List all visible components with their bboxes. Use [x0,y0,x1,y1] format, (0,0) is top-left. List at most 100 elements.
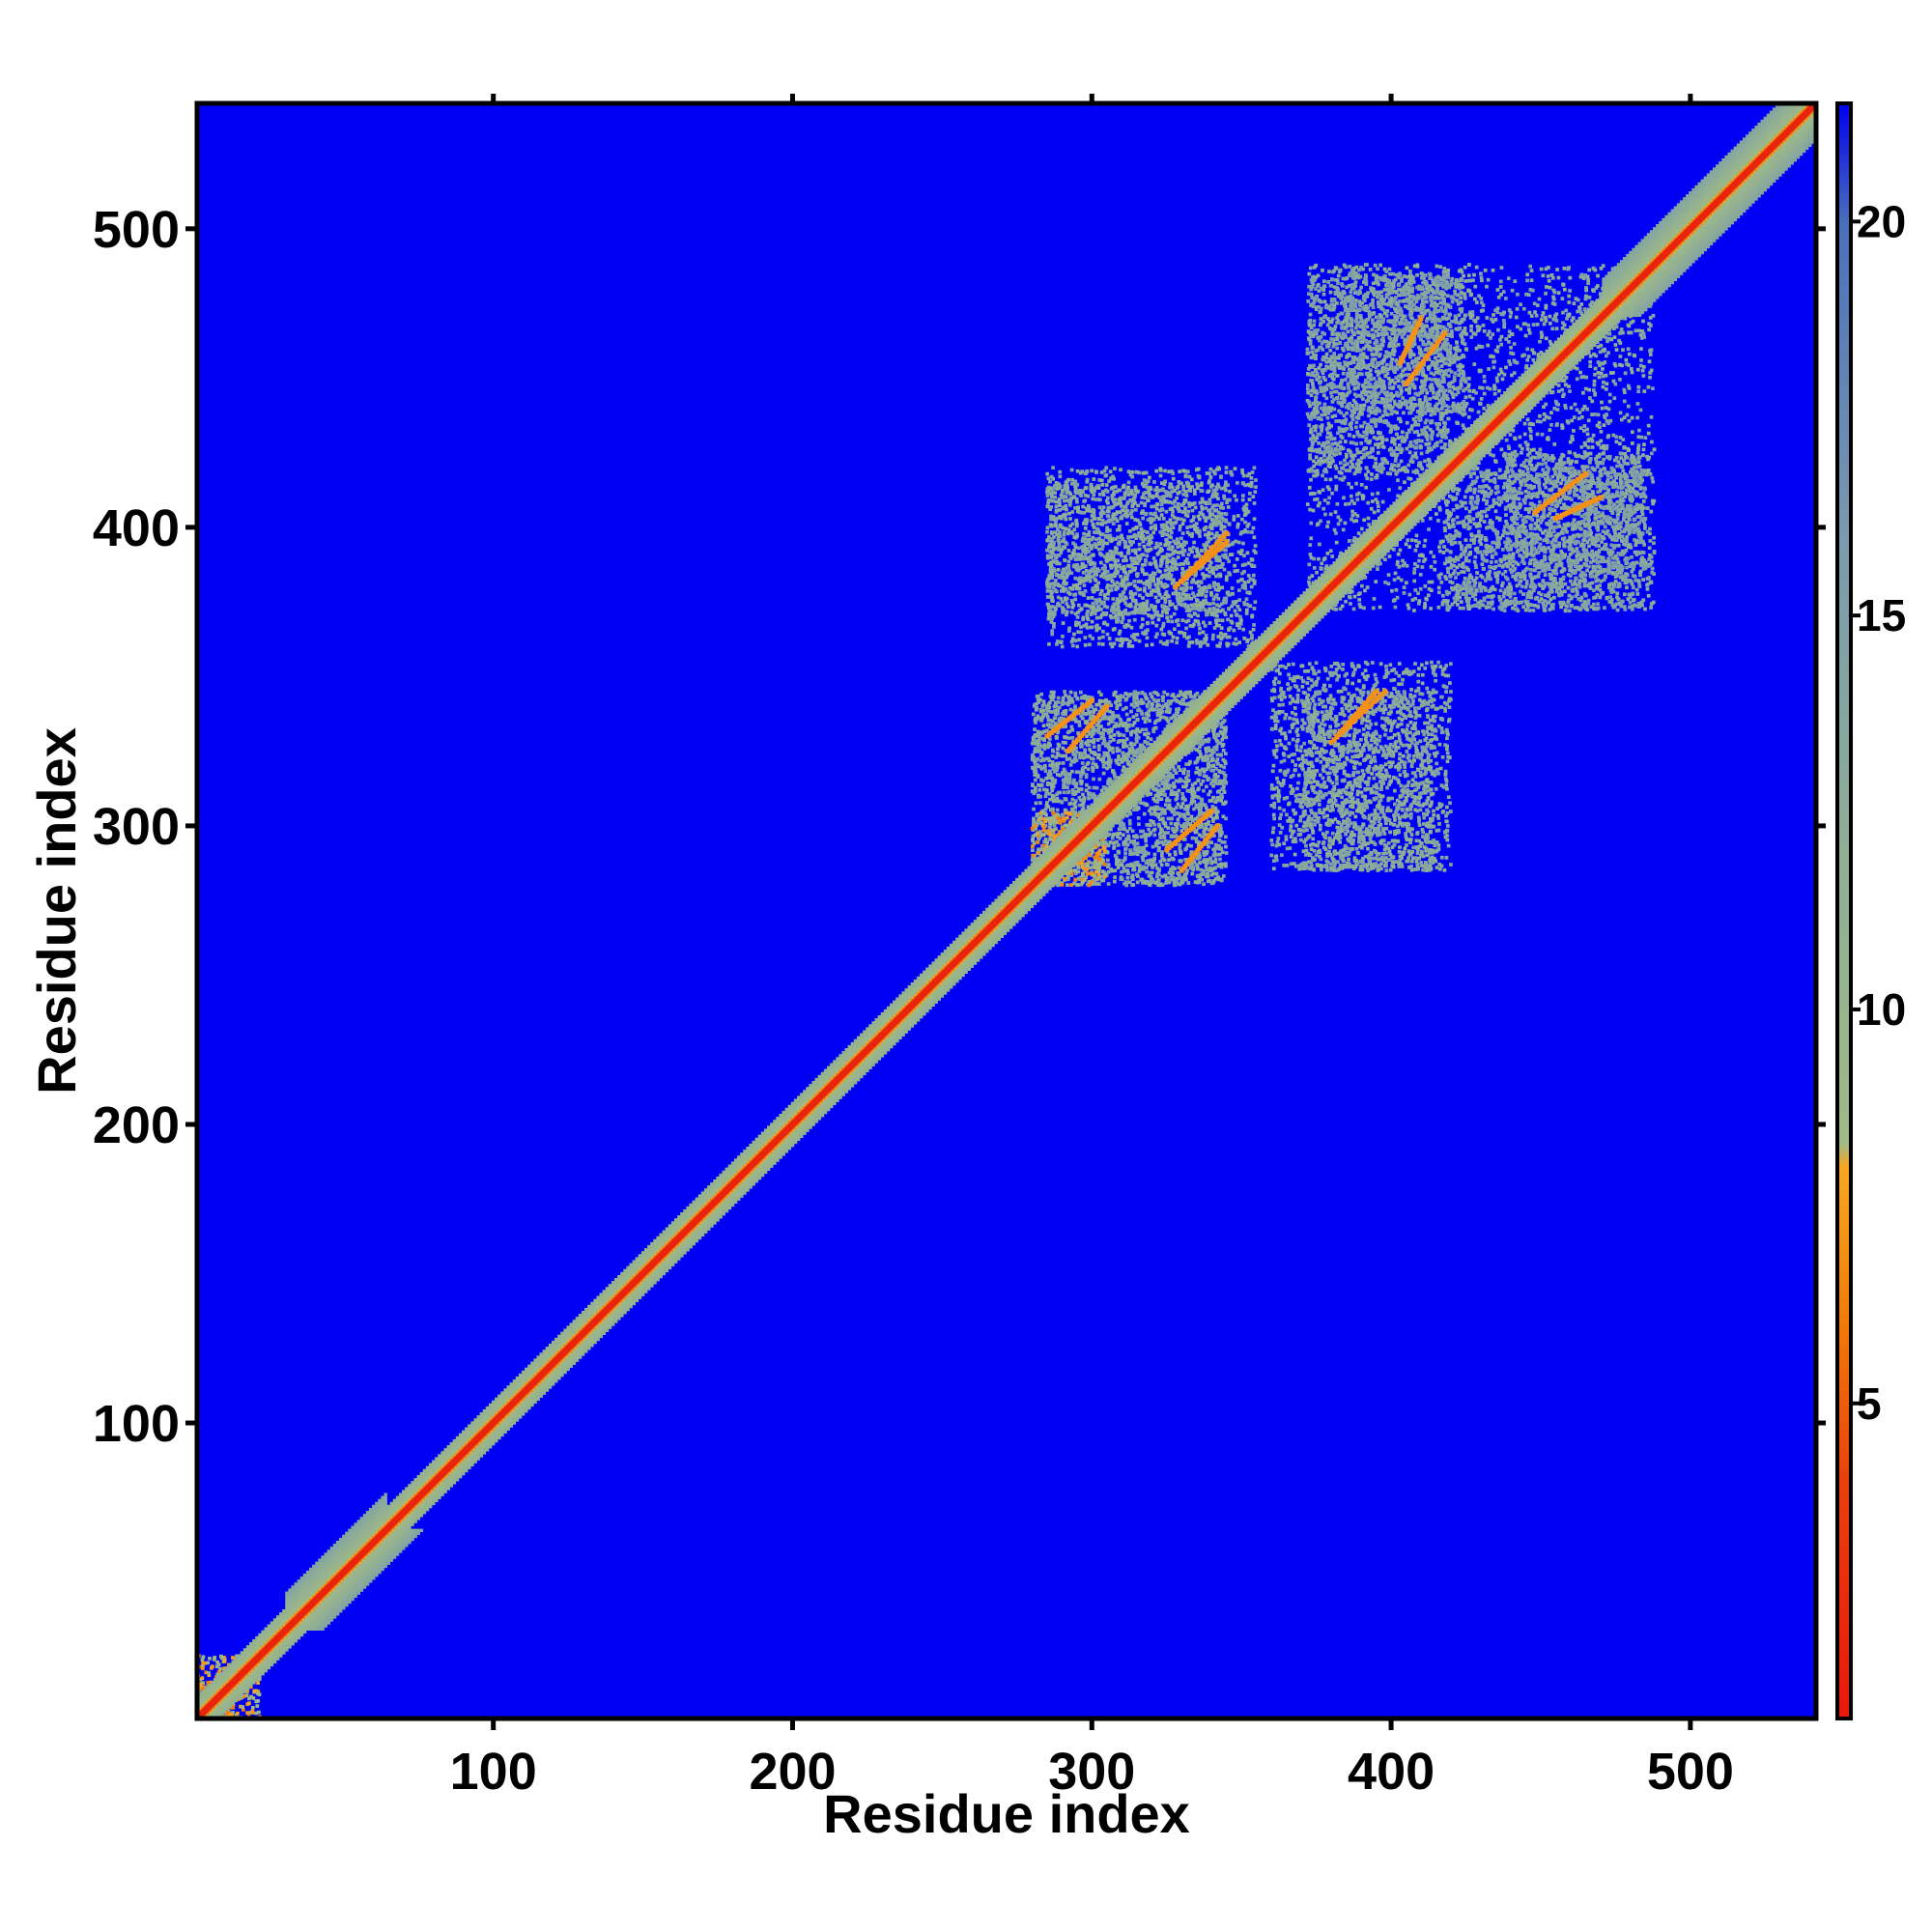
contact-cell [1107,832,1112,837]
contact-cell [1067,554,1072,558]
contact-cell [1087,879,1092,884]
contact-cell [1205,567,1209,572]
contact-cell [1182,767,1186,772]
contact-cell [1288,816,1293,820]
contact-cell [1067,780,1072,784]
contact-cell [1072,757,1077,762]
contact-cell [1065,757,1069,761]
contact-cell [1058,773,1063,778]
contact-cell [1042,747,1047,751]
contact-cell [1137,845,1142,850]
contact-cell [1068,763,1073,767]
contact-cell [1050,788,1055,793]
contact-cell [1045,555,1050,560]
contact-cell [1126,837,1130,841]
contact-cell [1377,826,1381,831]
contact-cell [1409,859,1414,864]
contact-cell [1051,719,1055,724]
contact-cell [1315,738,1320,742]
contact-cell [1162,775,1167,780]
contact-cell [1180,566,1185,571]
contact-cell [1384,693,1388,696]
contact-cell [1405,843,1408,847]
contact-cell [1077,724,1082,727]
contact-cell [1113,875,1117,879]
contact-cell [1196,779,1200,783]
contact-cell [1216,582,1220,587]
contact-cell [1189,748,1194,753]
contact-cell [1129,534,1133,539]
contact-cell [1317,815,1321,820]
contact-cell [1097,505,1102,510]
contact-cell [1350,810,1355,815]
contact-cell [1153,807,1158,811]
contact-cell [1189,801,1194,806]
contact-cell [1211,880,1215,885]
contact-cell [1093,561,1097,566]
contact-cell [1388,719,1392,723]
contact-cell [1059,597,1064,601]
contact-cell [1057,541,1062,546]
contact-cell [1203,532,1208,537]
contact-cell [1416,754,1420,759]
contact-cell [1155,867,1159,870]
contact-cell [1188,759,1192,764]
contact-cell [1301,799,1306,804]
contact-cell [1204,864,1208,868]
contact-cell [1147,699,1151,704]
contact-cell [1340,829,1345,833]
contact-cell [1319,823,1322,828]
contact-cell [1050,786,1055,791]
contact-cell [1157,867,1161,871]
contact-cell [1172,812,1177,817]
contact-cell [1355,798,1360,803]
contact-cell [1419,853,1423,858]
contact-cell [1222,789,1227,794]
contact-cell [1064,512,1067,517]
contact-cell [1079,690,1083,695]
contact-cell [1202,860,1206,864]
contact-cell [1352,856,1357,861]
contact-cell [1381,838,1386,842]
contact-cell [1406,671,1410,675]
contact-cell [1081,562,1085,567]
contact-cell [1150,870,1154,875]
contact-cell [1143,605,1147,610]
contact-cell [1192,791,1197,795]
contact-cell [1048,507,1053,512]
contact-cell [1115,597,1120,601]
contact-cell [1071,781,1076,785]
contact-cell [1204,574,1208,578]
contact-cell [1186,509,1191,514]
contact-cell [1168,518,1173,523]
contact-cell [1360,716,1365,721]
contact-cell [1081,617,1085,622]
contact-cell [1387,760,1392,765]
contact-cell [1131,864,1136,867]
contact-cell [1426,714,1430,718]
contact-cell [1335,762,1340,766]
contact-cell [1197,554,1202,558]
contact-cell [1061,585,1065,590]
contact-cell [1224,800,1228,805]
contact-cell [1032,818,1036,823]
contact-cell [1293,675,1296,679]
contact-cell [1075,532,1079,536]
contact-cell [1196,613,1200,618]
contact-cell [1196,841,1201,846]
contact-cell [1064,735,1068,740]
contact-cell [1406,788,1410,792]
contact-cell [1197,823,1202,828]
contact-cell [1211,633,1215,638]
contact-cell [1183,582,1188,587]
contact-cell [1173,605,1178,610]
contact-cell [1166,779,1170,782]
contact-cell [1101,734,1105,739]
contact-cell [1393,776,1398,781]
contact-cell [1383,707,1388,712]
contact-cell [1063,816,1067,821]
contact-cell [1070,788,1075,792]
contact-cell [1115,861,1120,865]
contact-cell [1095,723,1100,727]
contact-cell [1126,611,1130,616]
